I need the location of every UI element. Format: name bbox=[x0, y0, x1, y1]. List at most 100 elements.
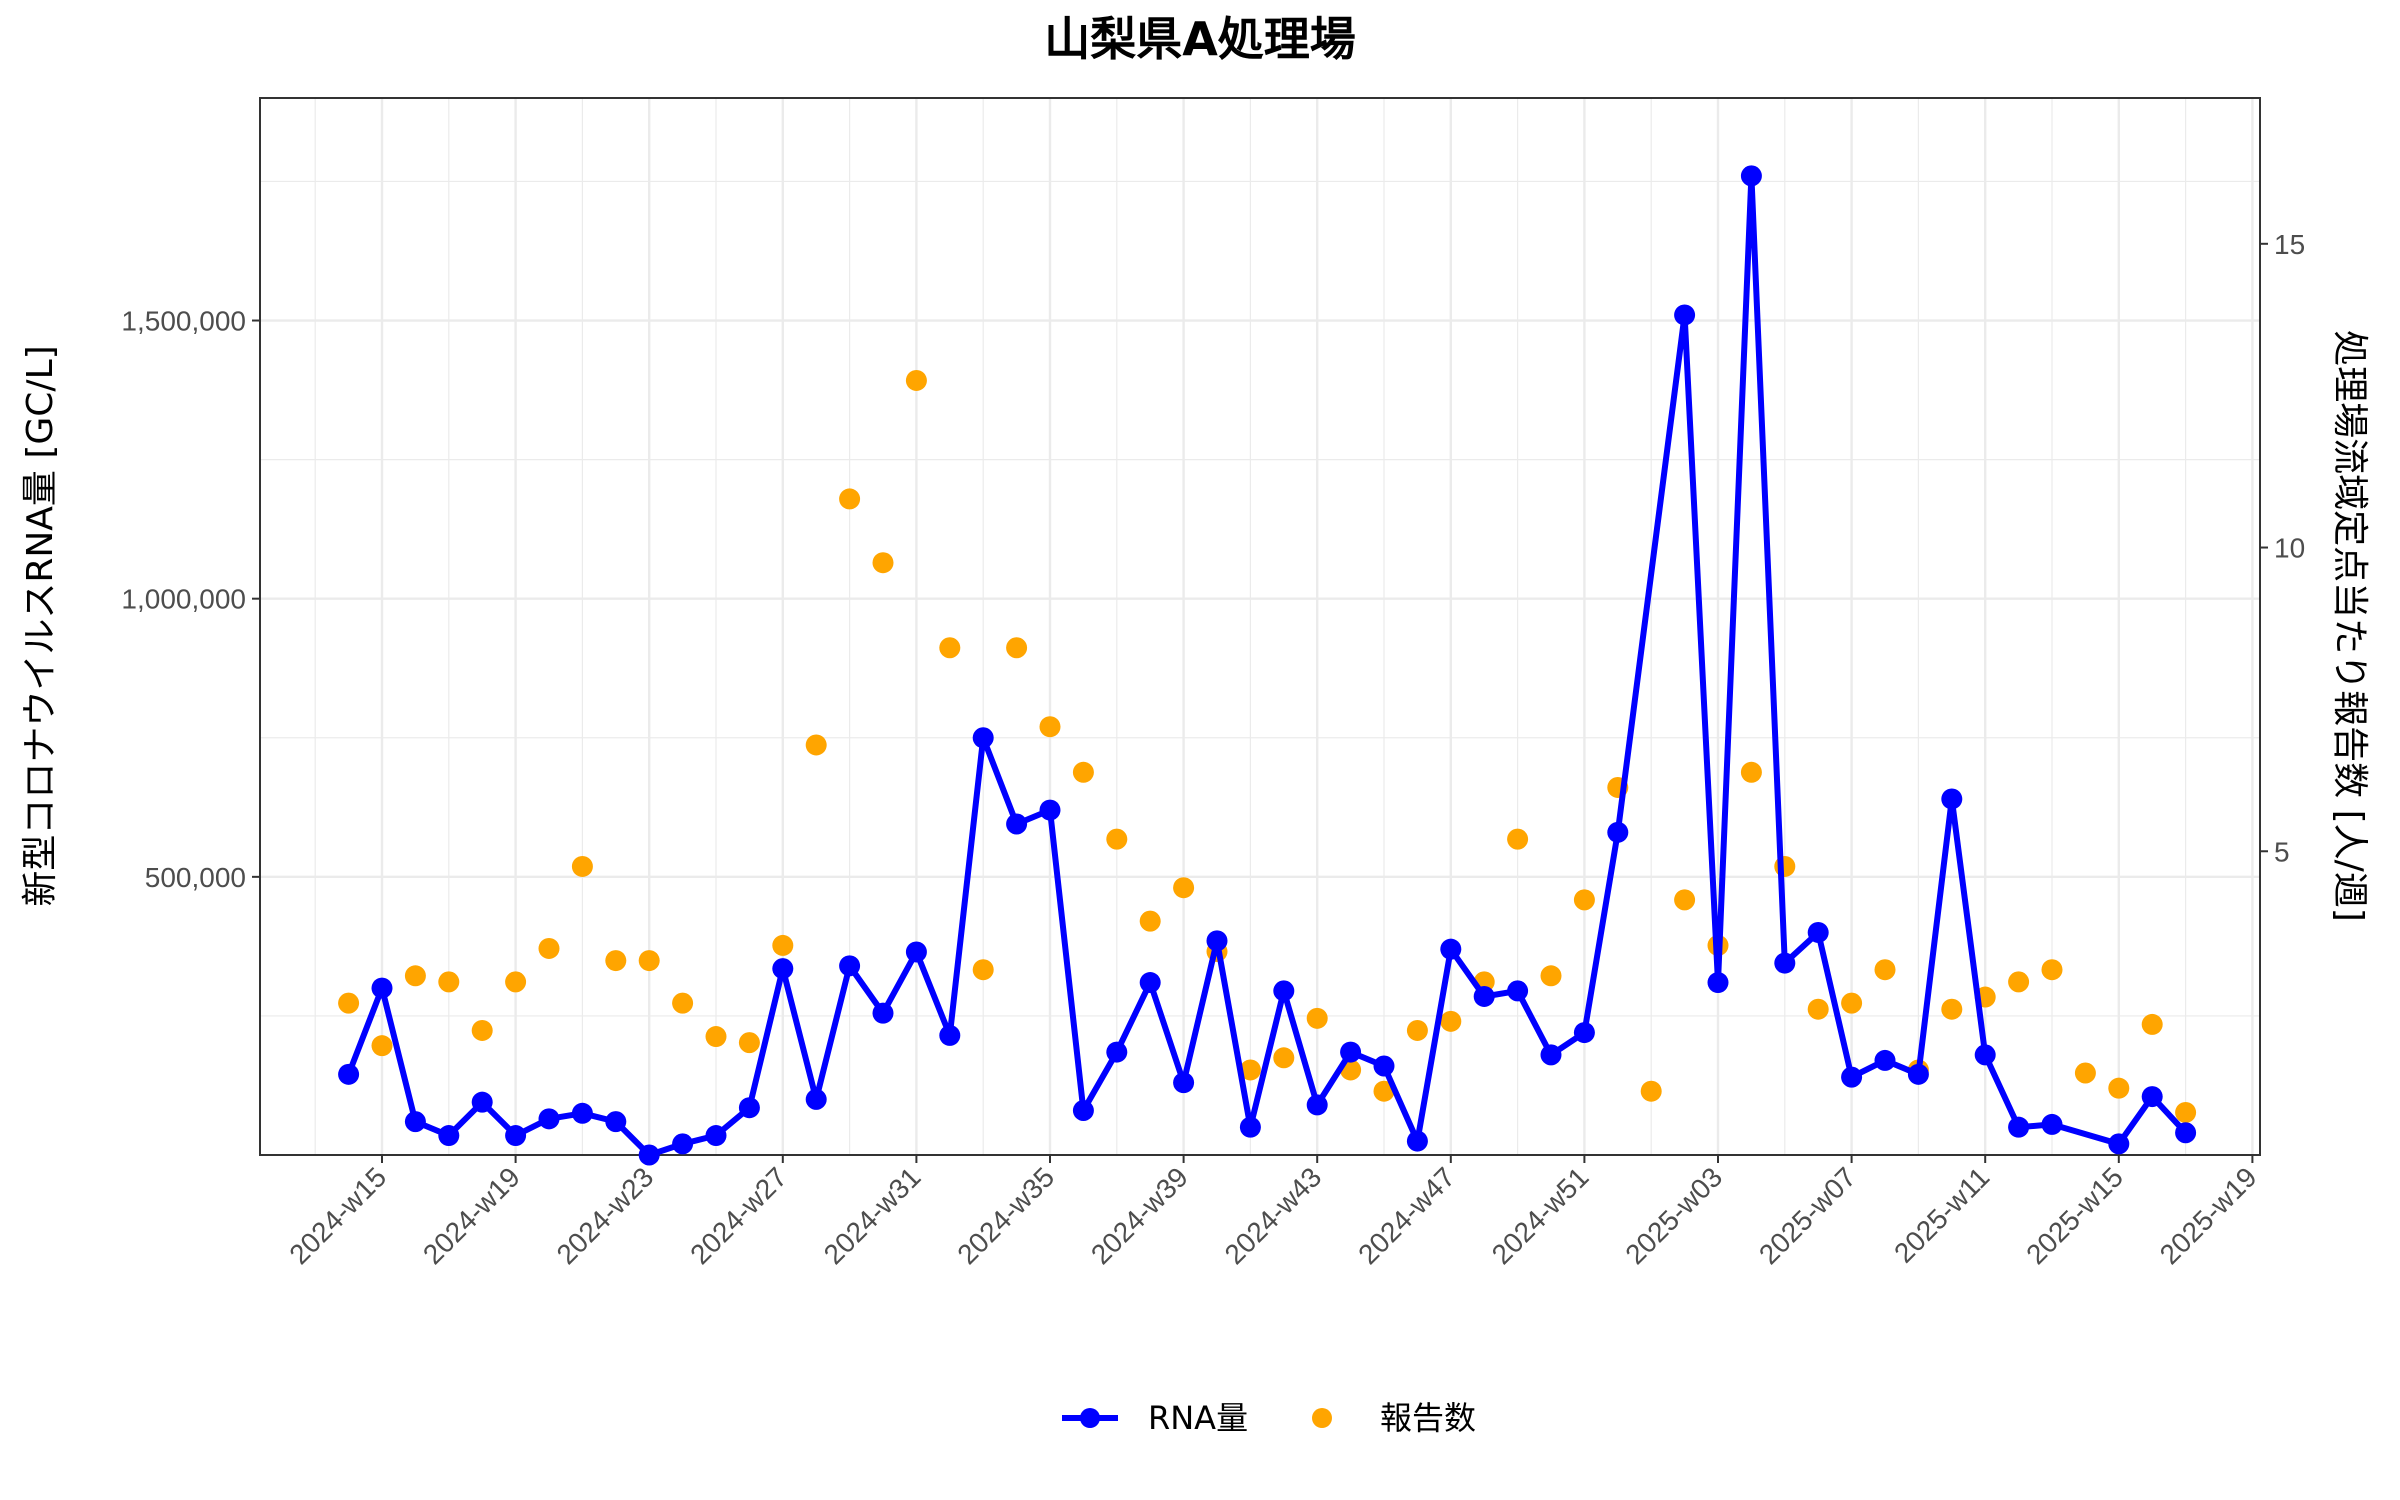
report-point bbox=[1173, 877, 1195, 899]
x-tick-label: 2025-w03 bbox=[1619, 1161, 1728, 1270]
report-point bbox=[1406, 1019, 1428, 1041]
rna-point bbox=[1507, 980, 1529, 1002]
x-tick-label: 2024-w15 bbox=[283, 1161, 392, 1270]
report-point bbox=[1674, 889, 1696, 911]
y-axis-title: 新型コロナウイルスRNA量 [GC/L] bbox=[20, 345, 61, 906]
rna-point bbox=[1540, 1044, 1562, 1066]
report-point bbox=[1640, 1080, 1662, 1102]
report-point bbox=[905, 369, 927, 391]
report-point bbox=[805, 734, 827, 756]
rna-point bbox=[538, 1108, 560, 1130]
report-point bbox=[1874, 959, 1896, 981]
rna-point bbox=[1239, 1116, 1261, 1138]
rna-point bbox=[1106, 1041, 1128, 1063]
report-point bbox=[1373, 1080, 1395, 1102]
rna-point bbox=[2041, 1113, 2063, 1135]
report-point bbox=[1440, 1010, 1462, 1032]
y-tick-label: 500,000 bbox=[145, 862, 246, 893]
y2-tick-label: 5 bbox=[2274, 836, 2290, 867]
report-point bbox=[1841, 992, 1863, 1014]
report-point bbox=[1039, 716, 1061, 738]
series-rna bbox=[338, 165, 2197, 1166]
rna-point bbox=[1974, 1044, 1996, 1066]
y-tick-label: 1,000,000 bbox=[121, 584, 246, 615]
report-point bbox=[2141, 1013, 2163, 1035]
rna-point bbox=[505, 1125, 527, 1147]
rna-point bbox=[404, 1111, 426, 1133]
rna-point bbox=[1607, 821, 1629, 843]
report-point bbox=[1507, 828, 1529, 850]
rna-point bbox=[672, 1133, 694, 1155]
rna-point bbox=[1774, 952, 1796, 974]
report-point bbox=[371, 1035, 393, 1057]
x-tick-label: 2024-w35 bbox=[951, 1161, 1060, 1270]
report-point bbox=[1807, 998, 1829, 1020]
report-point bbox=[705, 1026, 727, 1048]
report-point bbox=[1006, 637, 1028, 659]
y-axis: 500,000 1,000,000 1,500,000 bbox=[121, 306, 260, 893]
rna-point bbox=[1306, 1094, 1328, 1116]
rna-point bbox=[738, 1097, 760, 1119]
report-point bbox=[1273, 1047, 1295, 1069]
rna-point bbox=[1139, 972, 1161, 994]
rna-point bbox=[1907, 1063, 1929, 1085]
x-tick-label: 2024-w27 bbox=[684, 1161, 793, 1270]
grid bbox=[260, 98, 2260, 1155]
rna-point bbox=[2141, 1086, 2163, 1108]
report-point bbox=[605, 950, 627, 972]
x-tick-label: 2025-w19 bbox=[2154, 1161, 2263, 1270]
report-point bbox=[2108, 1077, 2130, 1099]
rna-point bbox=[1273, 980, 1295, 1002]
rna-point bbox=[638, 1144, 660, 1166]
report-point bbox=[638, 950, 660, 972]
y2-tick-label: 10 bbox=[2274, 533, 2305, 564]
report-point bbox=[2074, 1062, 2096, 1084]
rna-point bbox=[1874, 1049, 1896, 1071]
rna-point bbox=[338, 1063, 360, 1085]
report-point bbox=[1740, 761, 1762, 783]
report-point bbox=[1139, 910, 1161, 932]
rna-point bbox=[1807, 921, 1829, 943]
rna-point bbox=[1373, 1055, 1395, 1077]
x-tick-label: 2025-w15 bbox=[2020, 1161, 2129, 1270]
report-point bbox=[1072, 761, 1094, 783]
y2-tick-label: 15 bbox=[2274, 229, 2305, 260]
y-tick-label: 1,500,000 bbox=[121, 306, 246, 337]
rna-line bbox=[345, 172, 2188, 1158]
report-point bbox=[839, 488, 861, 510]
series-reports bbox=[338, 369, 2197, 1123]
report-point bbox=[505, 971, 527, 993]
rna-point bbox=[1573, 1022, 1595, 1044]
report-point bbox=[738, 1032, 760, 1054]
rna-point bbox=[2175, 1122, 2197, 1144]
rna-point bbox=[471, 1091, 493, 1113]
x-tick-label: 2024-w43 bbox=[1219, 1161, 1328, 1270]
rna-point bbox=[905, 941, 927, 963]
chart-title: 山梨県A処理場 bbox=[1044, 12, 1356, 66]
report-point bbox=[2041, 959, 2063, 981]
rna-point bbox=[705, 1125, 727, 1147]
rna-point bbox=[939, 1024, 961, 1046]
rna-point bbox=[605, 1111, 627, 1133]
report-point bbox=[1306, 1007, 1328, 1029]
rna-point bbox=[1206, 930, 1228, 952]
x-tick-label: 2024-w51 bbox=[1486, 1161, 1595, 1270]
rna-point bbox=[1406, 1130, 1428, 1152]
y2-axis: 5 10 15 bbox=[2260, 229, 2305, 867]
legend-reports-label: 報告数 bbox=[1380, 1399, 1476, 1437]
x-tick-label: 2024-w39 bbox=[1085, 1161, 1194, 1270]
x-tick-label: 2025-w07 bbox=[1753, 1161, 1862, 1270]
x-tick-label: 2024-w23 bbox=[551, 1161, 660, 1270]
report-point bbox=[2008, 971, 2030, 993]
rna-point bbox=[1674, 304, 1696, 326]
report-point bbox=[972, 959, 994, 981]
rna-point bbox=[371, 977, 393, 999]
x-tick-label: 2024-w31 bbox=[818, 1161, 927, 1270]
legend: RNA量 報告数 bbox=[1062, 1399, 1476, 1437]
report-point bbox=[1106, 828, 1128, 850]
x-tick-label: 2024-w47 bbox=[1352, 1161, 1461, 1270]
x-tick-label: 2024-w19 bbox=[417, 1161, 526, 1270]
report-point bbox=[471, 1019, 493, 1041]
rna-point bbox=[438, 1125, 460, 1147]
